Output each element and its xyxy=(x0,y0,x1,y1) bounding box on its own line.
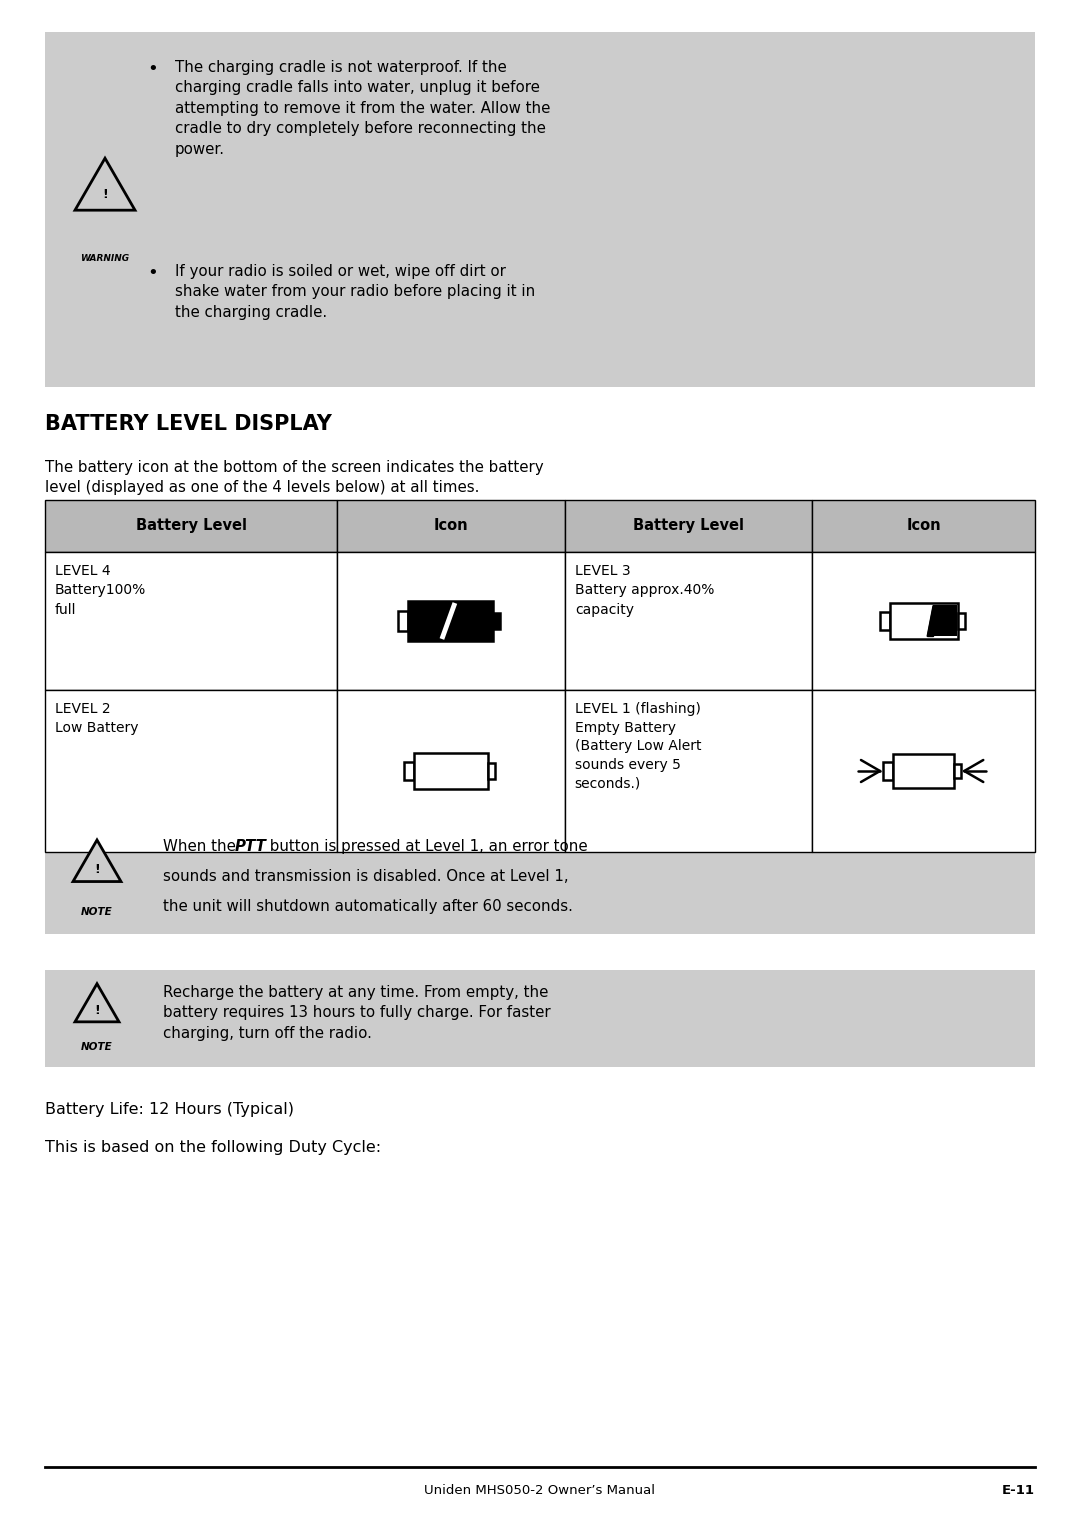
Bar xyxy=(494,612,500,630)
Bar xyxy=(408,601,494,641)
Bar xyxy=(337,552,565,689)
Bar xyxy=(883,763,893,779)
Bar xyxy=(958,613,964,629)
Bar xyxy=(890,603,958,639)
Bar xyxy=(404,761,414,781)
Polygon shape xyxy=(75,983,119,1021)
Bar xyxy=(45,823,1035,935)
Text: If your radio is soiled or wet, wipe off dirt or
shake water from your radio bef: If your radio is soiled or wet, wipe off… xyxy=(175,263,536,320)
Text: LEVEL 1 (flashing)
Empty Battery
(Battery Low Alert
sounds every 5
seconds.): LEVEL 1 (flashing) Empty Battery (Batter… xyxy=(575,702,701,790)
Text: Battery Level: Battery Level xyxy=(135,519,246,534)
Bar xyxy=(565,552,812,689)
Text: Icon: Icon xyxy=(433,519,469,534)
Text: The charging cradle is not waterproof. If the
charging cradle falls into water, : The charging cradle is not waterproof. I… xyxy=(175,59,551,157)
Polygon shape xyxy=(927,606,933,636)
Text: NOTE: NOTE xyxy=(81,907,113,916)
Text: Uniden MHS050-2 Owner’s Manual: Uniden MHS050-2 Owner’s Manual xyxy=(424,1484,656,1498)
Bar xyxy=(337,689,565,852)
Bar xyxy=(45,689,337,852)
Text: !: ! xyxy=(94,863,99,875)
Bar xyxy=(812,501,1035,552)
Text: WARNING: WARNING xyxy=(80,254,130,263)
Text: •: • xyxy=(147,263,158,282)
Text: Recharge the battery at any time. From empty, the
battery requires 13 hours to f: Recharge the battery at any time. From e… xyxy=(163,985,551,1041)
Text: Icon: Icon xyxy=(906,519,941,534)
Bar xyxy=(879,612,890,630)
Text: E-11: E-11 xyxy=(1002,1484,1035,1498)
Text: !: ! xyxy=(94,1005,99,1017)
Bar xyxy=(399,610,408,632)
Text: This is based on the following Duty Cycle:: This is based on the following Duty Cycl… xyxy=(45,1140,381,1155)
Polygon shape xyxy=(73,840,121,881)
Text: •: • xyxy=(147,59,158,78)
Text: sounds and transmission is disabled. Once at Level 1,: sounds and transmission is disabled. Onc… xyxy=(163,869,569,884)
Text: LEVEL 2
Low Battery: LEVEL 2 Low Battery xyxy=(55,702,138,735)
Polygon shape xyxy=(927,606,933,636)
Text: BATTERY LEVEL DISPLAY: BATTERY LEVEL DISPLAY xyxy=(45,414,332,434)
Polygon shape xyxy=(75,158,135,210)
Text: Battery Life: 12 Hours (Typical): Battery Life: 12 Hours (Typical) xyxy=(45,1102,294,1117)
Bar xyxy=(565,689,812,852)
Bar xyxy=(955,764,961,778)
Text: Battery Level: Battery Level xyxy=(633,519,744,534)
Bar xyxy=(45,32,1035,387)
Bar xyxy=(812,552,1035,689)
Bar xyxy=(45,501,337,552)
Bar xyxy=(337,501,565,552)
Bar xyxy=(45,552,337,689)
Text: the unit will shutdown automatically after 60 seconds.: the unit will shutdown automatically aft… xyxy=(163,900,572,915)
Text: !: ! xyxy=(103,189,108,201)
Text: NOTE: NOTE xyxy=(81,1043,113,1052)
Bar xyxy=(812,689,1035,852)
Text: LEVEL 4
Battery100%
full: LEVEL 4 Battery100% full xyxy=(55,565,146,616)
Text: The battery icon at the bottom of the screen indicates the battery
level (displa: The battery icon at the bottom of the sc… xyxy=(45,460,543,495)
Bar xyxy=(45,970,1035,1067)
Bar xyxy=(893,753,955,788)
Text: button is pressed at Level 1, an error tone: button is pressed at Level 1, an error t… xyxy=(265,839,588,854)
Bar xyxy=(933,606,957,636)
Text: When the: When the xyxy=(163,839,241,854)
Text: PTT: PTT xyxy=(235,839,267,854)
Bar xyxy=(414,753,488,788)
Bar xyxy=(488,764,496,779)
Bar xyxy=(565,501,812,552)
Text: LEVEL 3
Battery approx.40%
capacity: LEVEL 3 Battery approx.40% capacity xyxy=(575,565,714,616)
